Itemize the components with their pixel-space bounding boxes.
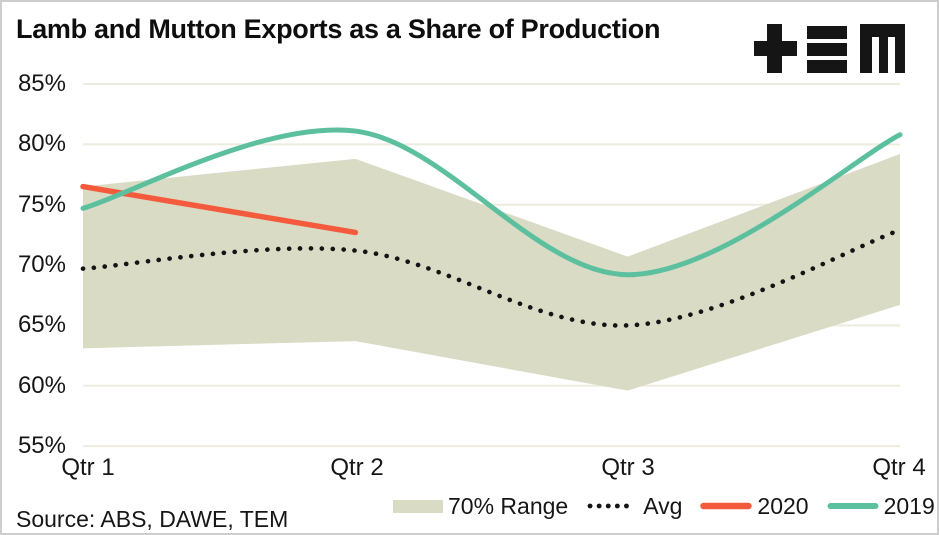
- legend-label-avg: Avg: [643, 493, 683, 519]
- legend-label-2019: 2019: [883, 493, 935, 519]
- y-axis-label: 55%: [17, 432, 66, 459]
- chart-legend: 70% Range Avg 2020 2019: [393, 493, 935, 519]
- tem-logo: [754, 24, 905, 73]
- x-axis-label: Qtr 1: [61, 454, 115, 481]
- x-axis-label: Qtr 2: [330, 454, 384, 481]
- y-axis-label: 80%: [17, 130, 66, 157]
- line-2019: [80, 127, 903, 278]
- x-axis-label: Qtr 4: [872, 454, 926, 481]
- avg-line: [80, 227, 903, 328]
- legend-label-2020: 2020: [757, 493, 809, 519]
- range-band: [83, 154, 900, 391]
- avg-dotted-line-swatch-icon: [587, 503, 638, 509]
- x-axis-label: Qtr 3: [601, 454, 655, 481]
- legend-label-range: 70% Range: [448, 493, 569, 519]
- plus-icon: [754, 24, 797, 73]
- y-axis-label: 70%: [17, 251, 66, 278]
- m-glyph-icon: [860, 24, 905, 73]
- line-2019-swatch-icon: [827, 503, 879, 509]
- line-2020-swatch-icon: [700, 502, 753, 510]
- y-axis-label: 85%: [17, 70, 66, 97]
- equals-bars-icon: [807, 26, 847, 73]
- line-2020: [80, 183, 359, 236]
- y-axis-label: 65%: [17, 311, 66, 338]
- chart-title: Lamb and Mutton Exports as a Share of Pr…: [16, 14, 661, 44]
- y-axis-label: 75%: [17, 191, 66, 218]
- y-axis-label: 60%: [17, 372, 66, 399]
- source-note: Source: ABS, DAWE, TEM: [16, 506, 289, 532]
- range-band-swatch-icon: [393, 499, 443, 513]
